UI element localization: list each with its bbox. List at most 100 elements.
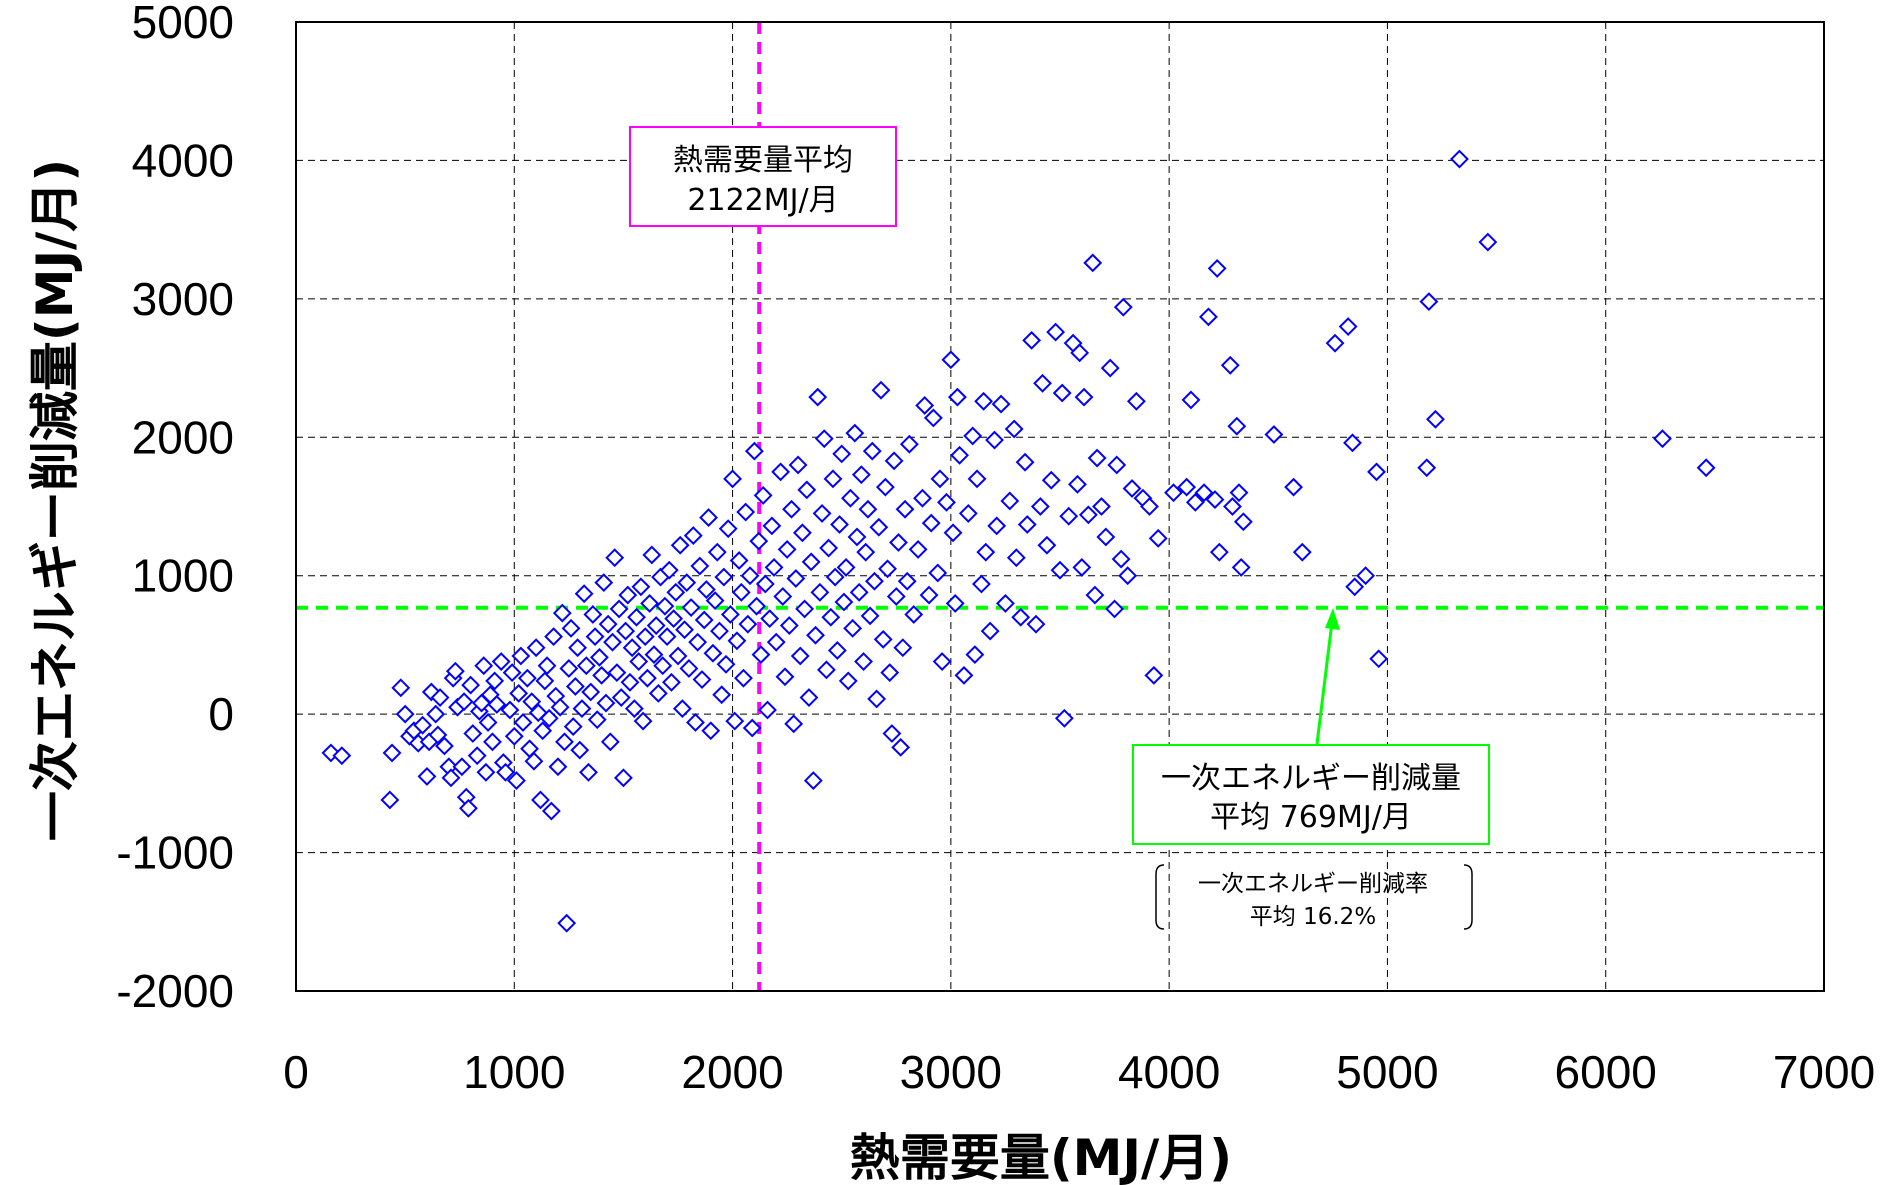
x-tick-label: 1000 [463, 1046, 565, 1098]
data-point [764, 557, 784, 577]
data-point [825, 567, 845, 587]
energy-reduction-average-value: 平均 769MJ/月 [1210, 800, 1412, 835]
data-point [668, 646, 688, 666]
data-point [921, 513, 941, 533]
data-point [1450, 149, 1469, 169]
data-point [762, 516, 782, 536]
data-point [701, 721, 721, 741]
data-point [557, 913, 577, 933]
data-point [441, 768, 461, 788]
data-point [744, 441, 764, 461]
data-point [594, 573, 614, 593]
data-point [1052, 383, 1072, 403]
data-point [803, 771, 823, 791]
data-point [923, 408, 943, 428]
data-point [913, 488, 932, 508]
data-point [1338, 317, 1358, 336]
data-point [1085, 585, 1105, 605]
data-point [836, 557, 856, 577]
data-point [705, 591, 725, 611]
data-point [605, 548, 625, 568]
data-point [830, 515, 849, 534]
heat-demand-average-label: 熱需要量平均 [673, 143, 853, 178]
data-point [616, 621, 636, 641]
data-point [391, 678, 411, 698]
data-point [806, 625, 825, 645]
data-point [958, 504, 978, 523]
data-point [954, 665, 974, 685]
data-point [648, 683, 668, 703]
x-tick-label: 7000 [1773, 1046, 1875, 1098]
data-point [908, 539, 928, 559]
data-point [1209, 542, 1229, 562]
data-point [1072, 557, 1092, 577]
data-point [937, 492, 956, 512]
data-point [810, 582, 830, 602]
annotation-arrow-head [1325, 608, 1340, 630]
data-point [777, 539, 797, 559]
data-point [1022, 330, 1042, 350]
data-point [1177, 477, 1197, 497]
data-point [568, 638, 588, 658]
data-point [659, 560, 679, 580]
data-point [736, 502, 756, 522]
data-point [672, 699, 692, 719]
data-point [502, 663, 522, 683]
data-point [570, 740, 590, 760]
data-point [941, 350, 961, 370]
data-point [541, 801, 561, 821]
data-point [742, 718, 762, 738]
data-point [644, 645, 664, 665]
data-point [996, 593, 1015, 613]
data-point [1026, 614, 1046, 634]
data-point [749, 531, 769, 551]
data-point [760, 609, 780, 629]
left-bracket [1155, 864, 1165, 930]
data-point [681, 598, 701, 617]
data-point [884, 451, 904, 471]
data-point [875, 477, 895, 497]
data-point [747, 596, 766, 616]
data-point [985, 430, 1004, 450]
data-point [786, 569, 806, 588]
data-point [1122, 479, 1142, 498]
data-point [865, 571, 884, 591]
data-point [627, 607, 646, 627]
data-point [801, 552, 821, 572]
data-point [823, 469, 843, 489]
data-point [657, 627, 677, 647]
data-point [867, 689, 887, 709]
data-point [976, 542, 996, 562]
data-point [1078, 505, 1098, 525]
annotation-arrow-line [1315, 621, 1334, 745]
data-point [1037, 535, 1057, 555]
heat-demand-average-annotation: 熱需要量平均 2122MJ/月 [629, 126, 897, 227]
data-point [544, 627, 563, 647]
data-point [561, 618, 581, 638]
data-point [893, 638, 913, 658]
data-point [590, 647, 609, 667]
data-point [751, 645, 771, 665]
data-point [1264, 425, 1284, 444]
data-point [841, 488, 860, 508]
data-point [614, 768, 633, 788]
energy-reduction-rate-annotation: 一次エネルギー削減率 平均 16.2% [1155, 864, 1473, 930]
data-point [504, 726, 524, 746]
data-point [808, 387, 828, 407]
data-point [1345, 577, 1365, 597]
data-point [622, 638, 642, 658]
data-point [690, 556, 710, 576]
data-point [718, 519, 738, 539]
data-point [675, 620, 694, 640]
data-point [945, 593, 965, 613]
data-point [585, 627, 605, 647]
data-point [843, 618, 863, 638]
x-axis-title: 熱需要量(MJ/月) [850, 1129, 1232, 1185]
data-point [576, 656, 596, 676]
data-point [869, 517, 889, 537]
data-point [880, 663, 900, 683]
y-tick-label: 0 [208, 688, 234, 740]
data-point [758, 700, 777, 720]
data-point [812, 504, 832, 523]
data-point [686, 713, 705, 732]
